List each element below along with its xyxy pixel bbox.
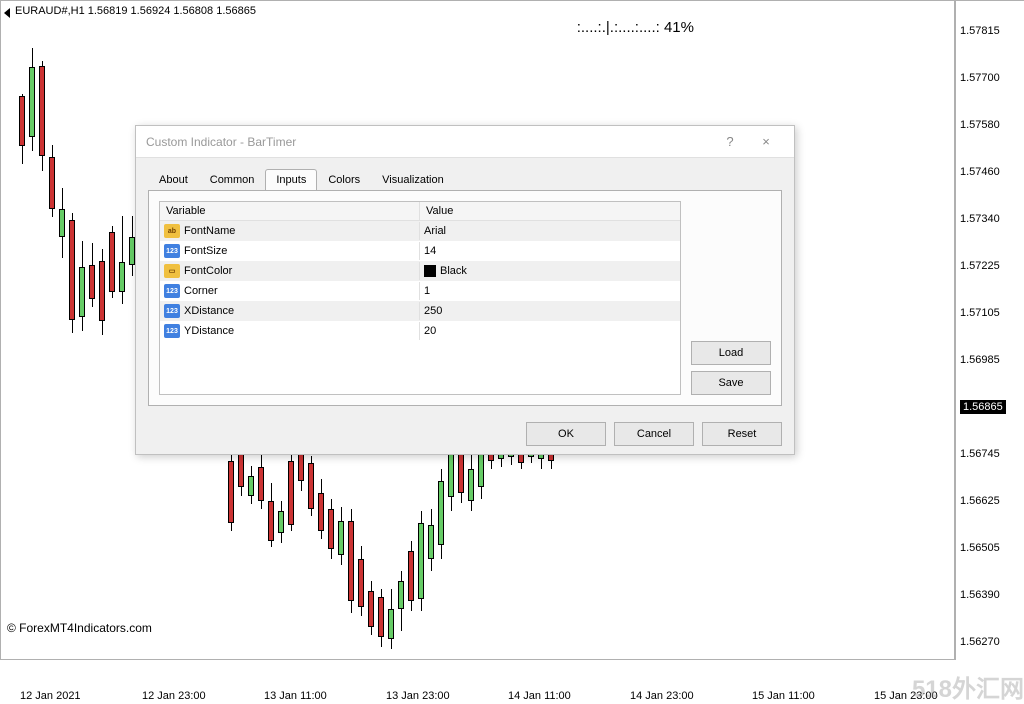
x-tick: 12 Jan 23:00 [142,690,206,702]
tabs: AboutCommonInputsColorsVisualization [136,158,794,190]
param-row[interactable]: 123 XDistance 250 [160,301,680,321]
load-button[interactable]: Load [691,341,771,365]
y-tick: 1.57105 [960,307,1000,319]
param-value[interactable]: 14 [420,243,680,259]
param-row[interactable]: ab FontName Arial [160,221,680,241]
y-tick: 1.56505 [960,542,1000,554]
help-button[interactable]: ? [712,130,748,154]
type-icon: 123 [164,304,180,318]
param-name: XDistance [184,305,234,317]
side-buttons: Load Save [691,201,771,395]
indicator-dialog: Custom Indicator - BarTimer ? × AboutCom… [135,125,795,455]
param-name: FontName [184,225,235,237]
x-tick: 14 Jan 23:00 [630,690,694,702]
header-variable: Variable [160,202,420,220]
copyright: © ForexMT4Indicators.com [7,621,152,635]
dialog-title: Custom Indicator - BarTimer [146,135,712,149]
watermark: 518外汇网 [912,669,1024,704]
y-tick: 1.56745 [960,448,1000,460]
x-axis: 12 Jan 2021 12 Jan 23:00 13 Jan 11:00 13 Ja… [0,682,955,702]
tab-inputs[interactable]: Inputs [265,169,317,190]
y-tick: 1.57225 [960,260,1000,272]
param-name: Corner [184,285,218,297]
type-icon: ab [164,224,180,238]
titlebar[interactable]: Custom Indicator - BarTimer ? × [136,126,794,158]
x-tick: 12 Jan 2021 [20,690,81,702]
close-button[interactable]: × [748,130,784,154]
tab-colors[interactable]: Colors [317,169,371,190]
param-row[interactable]: 123 YDistance 20 [160,321,680,341]
y-tick: 1.57700 [960,72,1000,84]
y-tick: 1.57815 [960,25,1000,37]
type-icon: ▭ [164,264,180,278]
y-axis: 1.57815 1.57700 1.57580 1.57460 1.57340 1.572… [955,0,1024,660]
type-icon: 123 [164,244,180,258]
x-tick: 14 Jan 11:00 [508,690,571,702]
y-tick: 1.57580 [960,119,1000,131]
reset-button[interactable]: Reset [702,422,782,446]
param-value[interactable]: 20 [420,323,680,339]
y-tick: 1.56985 [960,354,1000,366]
param-value[interactable]: 1 [420,283,680,299]
y-tick: 1.57340 [960,213,1000,225]
params-header: Variable Value [160,202,680,221]
tab-about[interactable]: About [148,169,199,190]
param-name: FontColor [184,265,232,277]
ok-button[interactable]: OK [526,422,606,446]
y-tick: 1.56270 [960,636,1000,648]
param-row[interactable]: 123 Corner 1 [160,281,680,301]
param-row[interactable]: ▭ FontColor Black [160,261,680,281]
param-name: FontSize [184,245,227,257]
param-value[interactable]: Arial [420,223,680,239]
dialog-footer: OK Cancel Reset [136,414,794,454]
y-tick: 1.56865 [960,400,1006,414]
tab-visualization[interactable]: Visualization [371,169,455,190]
y-tick: 1.56390 [960,589,1000,601]
tab-common[interactable]: Common [199,169,266,190]
x-tick: 13 Jan 23:00 [386,690,450,702]
header-value: Value [420,202,680,220]
y-tick: 1.56625 [960,495,1000,507]
x-tick: 15 Jan 11:00 [752,690,815,702]
y-tick: 1.57460 [960,166,1000,178]
params-table[interactable]: Variable Value ab FontName Arial 123 FontSiz… [159,201,681,395]
save-button[interactable]: Save [691,371,771,395]
x-tick: 13 Jan 11:00 [264,690,327,702]
param-row[interactable]: 123 FontSize 14 [160,241,680,261]
type-icon: 123 [164,284,180,298]
param-value[interactable]: 250 [420,303,680,319]
param-value[interactable]: Black [420,263,680,279]
dialog-body: Variable Value ab FontName Arial 123 FontSiz… [148,190,782,406]
cancel-button[interactable]: Cancel [614,422,694,446]
color-swatch [424,265,436,277]
param-name: YDistance [184,325,234,337]
type-icon: 123 [164,324,180,338]
